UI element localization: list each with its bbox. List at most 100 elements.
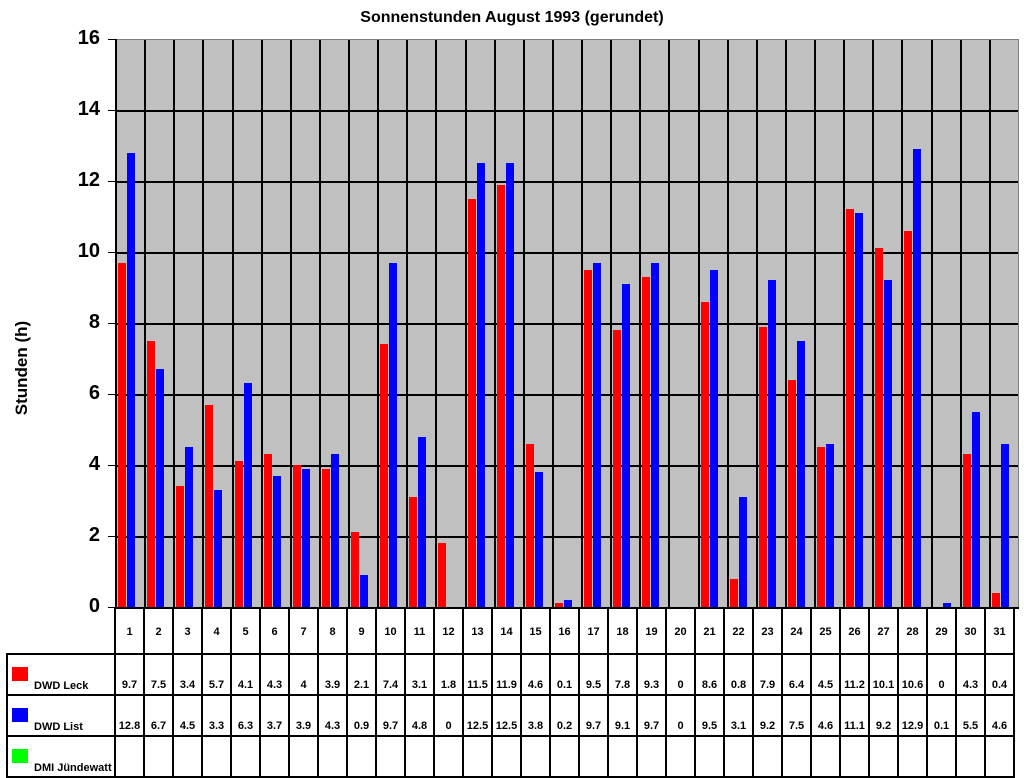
- table-cell: 6.7: [143, 694, 174, 737]
- vertical-gridline: [726, 40, 729, 607]
- bar-dwd-list-day-22: [738, 496, 747, 607]
- table-cell: 10.6: [897, 653, 928, 696]
- table-cell: 12.8: [114, 694, 145, 737]
- bar-dwd-list-day-4: [214, 489, 223, 607]
- bar-dwd-leck-day-9: [351, 532, 360, 607]
- table-cell: 6.4: [781, 653, 812, 696]
- bar-dwd-leck-day-30: [962, 454, 971, 607]
- table-corner: [7, 608, 116, 655]
- bar-dwd-list-day-9: [360, 575, 369, 607]
- table-cell: [665, 735, 696, 778]
- bar-dwd-list-day-28: [913, 149, 922, 607]
- table-cell: 0.1: [926, 694, 957, 737]
- vertical-gridline: [697, 40, 700, 607]
- vertical-gridline: [289, 40, 292, 607]
- table-cell: 10.1: [868, 653, 899, 696]
- table-header-day: 17: [578, 607, 609, 655]
- table-cell: 4.3: [955, 653, 986, 696]
- table-cell: 4.6: [984, 694, 1015, 737]
- horizontal-gridline: [116, 110, 1018, 112]
- plot-area: [116, 39, 1019, 607]
- table-cell: 11.1: [839, 694, 870, 737]
- table-cell: [607, 735, 638, 778]
- bar-dwd-list-day-16: [563, 599, 572, 607]
- table-cell: 4.3: [259, 653, 290, 696]
- table-header-day: 28: [897, 607, 928, 655]
- table-cell: [636, 735, 667, 778]
- table-cell: 3.8: [520, 694, 551, 737]
- table-cell: [549, 735, 580, 778]
- y-tick-mark: [108, 181, 116, 182]
- bar-dwd-leck-day-27: [875, 248, 884, 607]
- vertical-gridline: [144, 40, 147, 607]
- y-tick-mark: [108, 465, 116, 466]
- bar-dwd-list-day-27: [884, 280, 893, 607]
- table-cell: 9.3: [636, 653, 667, 696]
- bar-dwd-leck-day-23: [758, 326, 767, 607]
- bar-dwd-leck-day-7: [292, 465, 301, 607]
- bar-dwd-leck-day-19: [642, 276, 651, 607]
- table-header-day: 9: [346, 607, 377, 655]
- bar-dwd-list-day-5: [243, 383, 252, 607]
- y-tick-label: 12: [77, 169, 100, 191]
- table-cell: 0: [926, 653, 957, 696]
- table-cell: [346, 735, 377, 778]
- table-cell: 4.5: [810, 653, 841, 696]
- bar-dwd-list-day-13: [476, 163, 485, 607]
- vertical-gridline: [260, 40, 263, 607]
- table-cell: 1.8: [433, 653, 464, 696]
- table-cell: 0.4: [984, 653, 1015, 696]
- bar-dwd-leck-day-8: [321, 468, 330, 607]
- table-cell: [259, 735, 290, 778]
- table-cell: 11.2: [839, 653, 870, 696]
- table-cell: 7.5: [143, 653, 174, 696]
- vertical-gridline: [435, 40, 438, 607]
- table-cell: [578, 735, 609, 778]
- y-tick-label: 14: [77, 98, 100, 120]
- table-header-day: 29: [926, 607, 957, 655]
- horizontal-gridline: [116, 465, 1018, 467]
- table-header-day: 16: [549, 607, 580, 655]
- table-cell: 3.7: [259, 694, 290, 737]
- vertical-gridline: [930, 40, 933, 607]
- table-cell: [868, 735, 899, 778]
- table-cell: [404, 735, 435, 778]
- table-cell: [520, 735, 551, 778]
- table-cell: 4.3: [317, 694, 348, 737]
- vertical-gridline: [639, 40, 642, 607]
- bar-dwd-leck-day-2: [147, 340, 156, 607]
- table-row: DMI Jündewatt: [6, 735, 1015, 778]
- table-cell: [288, 735, 319, 778]
- table-cell: [230, 735, 261, 778]
- table-cell: 9.7: [578, 694, 609, 737]
- y-axis-label: Stunden (h): [12, 320, 31, 416]
- vertical-gridline: [901, 40, 904, 607]
- table-cell: 11.5: [462, 653, 493, 696]
- bar-dwd-leck-day-26: [846, 209, 855, 607]
- table-cell: 4.6: [520, 653, 551, 696]
- bar-dwd-leck-day-1: [118, 262, 126, 607]
- vertical-gridline: [493, 40, 496, 607]
- table-cell: 0: [433, 694, 464, 737]
- bar-dwd-leck-day-14: [496, 184, 505, 607]
- bar-dwd-list-day-6: [272, 475, 281, 607]
- legend-label: DMI Jündewatt: [34, 762, 112, 774]
- bar-dwd-list-day-17: [593, 262, 602, 607]
- legend-swatch-icon: [12, 708, 28, 722]
- table-header-day: 19: [636, 607, 667, 655]
- table-header-day: 14: [491, 607, 522, 655]
- chart-title: Sonnenstunden August 1993 (gerundet): [360, 9, 664, 26]
- vertical-gridline: [231, 40, 234, 607]
- vertical-gridline: [464, 40, 467, 607]
- bar-dwd-leck-day-6: [263, 454, 272, 607]
- data-table: 1 2 3 4 5 6 7 8 9 10 11 12 13 14 15 16 17 18 19 20 21 22 23 24 2…: [6, 607, 1015, 778]
- bar-dwd-list-day-8: [330, 454, 339, 607]
- table-cell: [433, 735, 464, 778]
- vertical-gridline: [843, 40, 846, 607]
- table-cell: 7.4: [375, 653, 406, 696]
- bar-dwd-list-day-21: [709, 269, 718, 607]
- vertical-gridline: [988, 40, 991, 607]
- table-cell: 3.1: [404, 653, 435, 696]
- table-cell: 3.4: [172, 653, 203, 696]
- y-tick-mark: [108, 536, 116, 537]
